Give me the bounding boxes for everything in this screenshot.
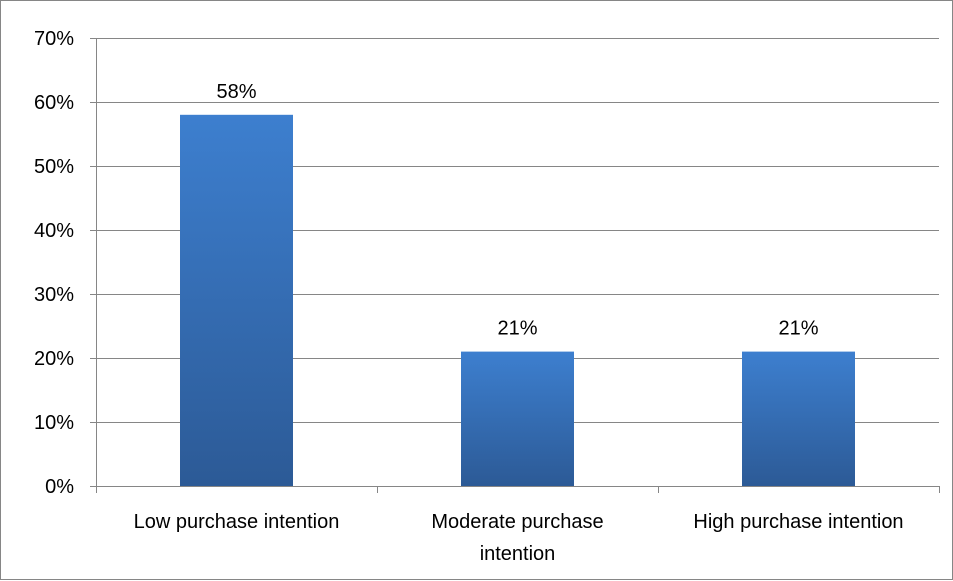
category-label-line: Low purchase intention	[134, 511, 340, 533]
y-tick-label: 10%	[34, 412, 74, 434]
bar	[461, 351, 574, 486]
category-label-line: High purchase intention	[693, 511, 903, 533]
category-label-line: Moderate purchase	[431, 511, 603, 533]
y-tick-label: 70%	[34, 28, 74, 50]
y-tick-label: 40%	[34, 220, 74, 242]
y-tick-label: 30%	[34, 284, 74, 306]
category-label: Moderate purchase intention	[431, 511, 603, 565]
y-tick-label: 0%	[45, 476, 74, 498]
bar	[742, 351, 855, 486]
axes	[90, 38, 940, 493]
y-tick-label: 50%	[34, 156, 74, 178]
category-label: High purchase intention	[693, 511, 903, 533]
y-tick-label: 20%	[34, 348, 74, 370]
category-label-line: intention	[480, 543, 556, 565]
category-label: Low purchase intention	[134, 511, 340, 533]
bars	[180, 114, 855, 487]
bar	[180, 114, 293, 487]
data-label: 21%	[497, 318, 537, 340]
data-label: 21%	[778, 318, 818, 340]
labels: 0% 10% 20% 30% 40% 50% 60% 70% 58% Low purchase i…	[34, 28, 904, 565]
data-label: 58%	[216, 81, 256, 103]
y-tick-label: 60%	[34, 92, 74, 114]
